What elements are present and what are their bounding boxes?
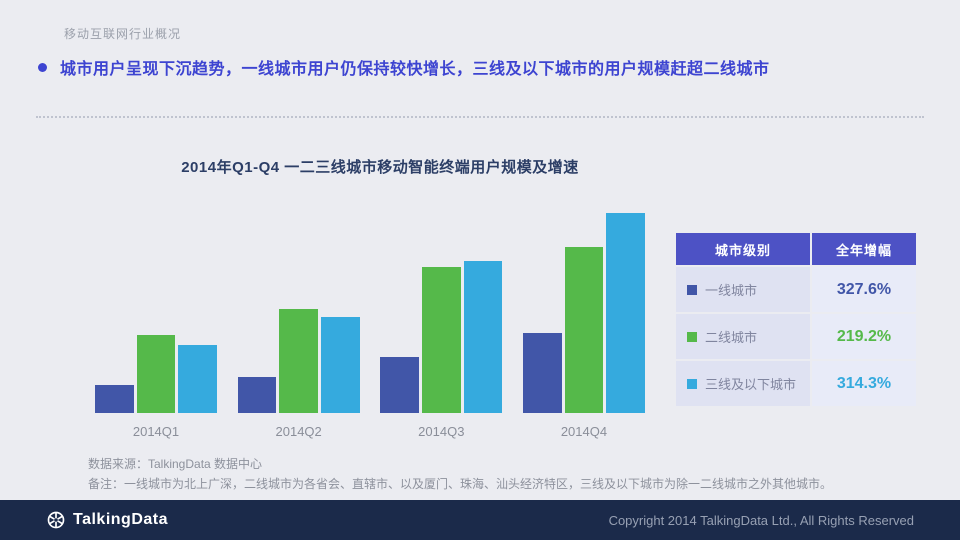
- table-header-growth: 全年增幅: [812, 233, 916, 265]
- bar-三线及以下城市: [463, 261, 503, 413]
- bar-一线城市: [95, 385, 134, 413]
- table-cell-label: 二线城市: [676, 314, 810, 359]
- legend-swatch: [687, 284, 697, 295]
- table-cell-label: 一线城市: [676, 267, 810, 312]
- copyright-text: Copyright 2014 TalkingData Ltd., All Rig…: [608, 512, 914, 528]
- bar-一线城市: [522, 333, 562, 413]
- bar-二线城市: [564, 247, 604, 413]
- bar-group: 2014Q1: [95, 213, 218, 439]
- bar-一线城市: [237, 377, 277, 413]
- bar-二线城市: [279, 309, 318, 413]
- logo-text: TalkingData: [73, 511, 168, 528]
- table-header-category: 城市级别: [676, 233, 810, 265]
- table-cell-label: 三线及以下城市: [676, 361, 810, 406]
- breadcrumb: 移动互联网行业概况: [64, 27, 182, 41]
- bar-三线及以下城市: [321, 317, 360, 413]
- chart-title: 2014年Q1-Q4 一二三线城市移动智能终端用户规模及增速: [181, 159, 579, 176]
- headline-row: 城市用户呈现下沉趋势，一线城市用户仍保持较快增长，三线及以下城市的用户规模赶超二…: [38, 55, 930, 79]
- category-label: 2014Q4: [560, 424, 608, 439]
- dotted-divider: [36, 116, 924, 118]
- logo: TalkingData: [46, 510, 168, 530]
- bar-group: 2014Q2: [237, 213, 360, 439]
- city-tier-label: 一线城市: [705, 283, 758, 298]
- legend-swatch: [687, 378, 697, 389]
- legend-swatch: [687, 331, 697, 342]
- bar-group: 2014Q4: [522, 213, 645, 439]
- city-tier-label: 三线及以下城市: [705, 377, 797, 392]
- page-title: 城市用户呈现下沉趋势，一线城市用户仍保持较快增长，三线及以下城市的用户规模赶超二…: [60, 61, 770, 78]
- bar-group: 2014Q3: [380, 213, 503, 439]
- footnotes: 数据来源：TalkingData 数据中心 备注：一线城市为北上广深，二线城市为…: [88, 454, 832, 494]
- remark-note: 备注：一线城市为北上广深，二线城市为各省会、直辖市、以及厦门、珠海、汕头经济特区…: [88, 477, 833, 491]
- category-label: 2014Q3: [418, 424, 465, 439]
- city-tier-label: 二线城市: [705, 330, 758, 345]
- growth-value: 327.6%: [812, 267, 916, 312]
- bullet-icon: [38, 62, 47, 72]
- bar-二线城市: [421, 267, 461, 413]
- category-label: 2014Q1: [132, 424, 180, 439]
- growth-value: 314.3%: [812, 361, 916, 406]
- bar-chart: 2014Q1 2014Q2 2014Q3 2014Q4: [95, 213, 645, 439]
- growth-table: 城市级别 全年增幅 一线城市 327.6% 二线城市 219.2% 三线及以下城…: [676, 233, 916, 406]
- bar-二线城市: [136, 335, 176, 413]
- category-label: 2014Q2: [275, 424, 322, 439]
- table-row: 一线城市 327.6%: [676, 267, 916, 312]
- table-header-row: 城市级别 全年增幅: [676, 233, 916, 265]
- talkingdata-logo-icon: [46, 510, 66, 530]
- footer-bar: TalkingData Copyright 2014 TalkingData L…: [0, 500, 960, 540]
- bar-三线及以下城市: [178, 345, 218, 413]
- growth-value: 219.2%: [812, 314, 916, 359]
- bar-三线及以下城市: [606, 213, 645, 413]
- bar-一线城市: [380, 357, 419, 413]
- table-row: 二线城市 219.2%: [676, 314, 916, 359]
- data-source-note: 数据来源：TalkingData 数据中心: [88, 457, 263, 471]
- table-row: 三线及以下城市 314.3%: [676, 361, 916, 406]
